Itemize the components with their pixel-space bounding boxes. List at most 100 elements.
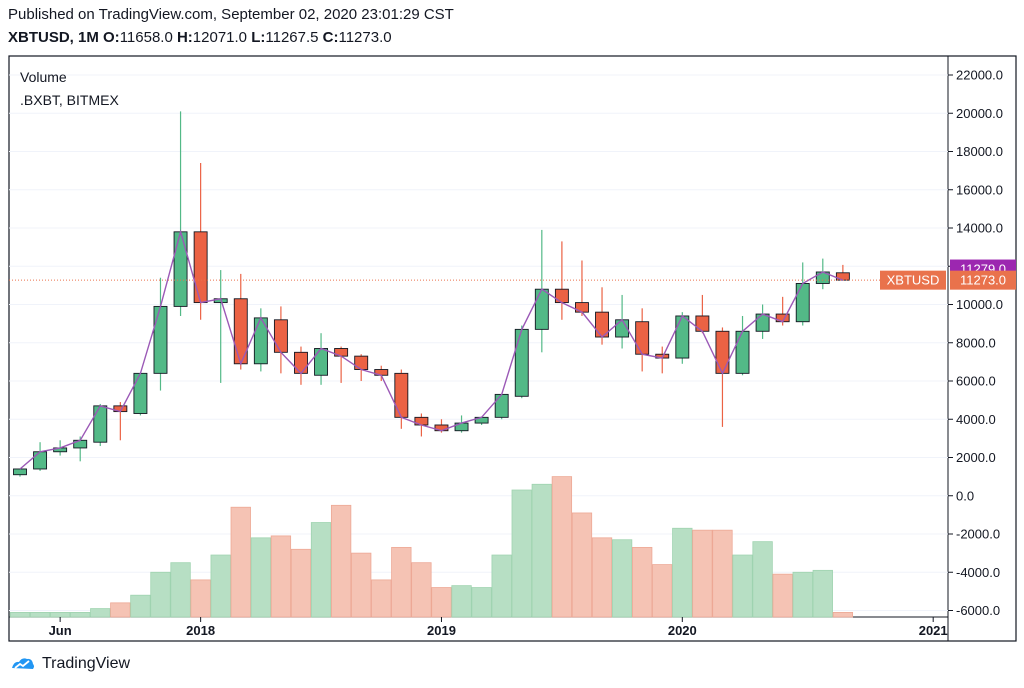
candle-body bbox=[13, 468, 27, 476]
candle-body bbox=[394, 372, 409, 418]
volume-bar bbox=[531, 483, 552, 618]
last-price-badge: XBTUSD 11273.0 bbox=[880, 270, 1016, 290]
volume-bar bbox=[411, 562, 432, 618]
volume-bar bbox=[9, 612, 31, 618]
volume-bar bbox=[29, 612, 51, 618]
price-tick-label: -6000.0 bbox=[956, 603, 1000, 618]
volume-bar bbox=[611, 539, 633, 618]
open-label: O: bbox=[103, 29, 120, 46]
candle-body bbox=[575, 302, 589, 313]
volume-bar bbox=[652, 564, 673, 618]
candle-body bbox=[755, 313, 770, 332]
candle-body bbox=[735, 330, 750, 374]
volume-bar bbox=[832, 612, 854, 618]
volume-bar bbox=[792, 571, 813, 618]
price-tick-label: -2000.0 bbox=[956, 527, 1000, 542]
volume-bar bbox=[752, 541, 773, 618]
volume-bar bbox=[591, 537, 613, 618]
candle-body bbox=[554, 288, 569, 304]
close-value: 11273.0 bbox=[338, 29, 392, 46]
volume-bar bbox=[310, 522, 332, 618]
volume-bar bbox=[772, 573, 793, 618]
candle-body bbox=[314, 348, 328, 376]
volume-bar bbox=[471, 587, 492, 618]
volume-bar bbox=[190, 579, 211, 618]
last-price-value-bg bbox=[950, 270, 1016, 290]
candle-body bbox=[795, 283, 810, 323]
candle-body bbox=[33, 451, 48, 470]
volume-bar bbox=[351, 552, 372, 618]
price-tick-label: 10000.0 bbox=[956, 297, 1003, 312]
time-tick-label: 2020 bbox=[668, 623, 697, 638]
legend-source: .BXBT, BITMEX bbox=[20, 92, 119, 108]
volume-bar bbox=[632, 546, 653, 618]
close-line bbox=[19, 229, 844, 470]
volume-bar bbox=[330, 504, 352, 618]
candle-body bbox=[715, 330, 730, 374]
candle-body bbox=[695, 315, 710, 332]
open-value: 11658.0 bbox=[119, 29, 173, 46]
volume-bar bbox=[571, 512, 593, 618]
candle-body bbox=[675, 315, 690, 359]
low-label: L: bbox=[251, 29, 266, 46]
candle-body bbox=[514, 328, 529, 397]
volume-bar bbox=[130, 594, 151, 618]
legend-volume: Volume bbox=[20, 69, 67, 85]
footer-brand-name: TradingView bbox=[42, 655, 131, 672]
price-tick-label: 4000.0 bbox=[956, 412, 996, 427]
price-tick-label: 2000.0 bbox=[956, 450, 996, 465]
volume-bars bbox=[9, 476, 854, 618]
price-tick-label: -4000.0 bbox=[956, 565, 1000, 580]
volume-bar bbox=[110, 602, 131, 618]
gridlines bbox=[9, 74, 948, 611]
candle-body bbox=[635, 321, 650, 355]
close-label: C: bbox=[322, 29, 339, 46]
footer-brand[interactable]: TradingView bbox=[10, 655, 130, 673]
volume-bar bbox=[90, 608, 111, 618]
candle-body bbox=[153, 305, 168, 374]
volume-bar bbox=[391, 546, 412, 618]
time-axis-ticks: Jun 2018 2019 2020 2021 bbox=[49, 617, 948, 638]
volume-bar bbox=[672, 527, 693, 618]
candle-body bbox=[494, 393, 509, 418]
last-price-symbol-bg bbox=[880, 270, 946, 290]
candle-body bbox=[354, 355, 369, 370]
low-value: 11267.5 bbox=[265, 29, 319, 46]
symbol-label: XBTUSD, 1M bbox=[8, 29, 99, 46]
volume-bar bbox=[70, 612, 91, 618]
volume-bar bbox=[170, 562, 191, 618]
price-tick-label: 20000.0 bbox=[956, 106, 1003, 121]
volume-bar bbox=[210, 554, 231, 618]
volume-bar bbox=[49, 612, 71, 618]
price-tick-label: 16000.0 bbox=[956, 182, 1003, 197]
chart-frame bbox=[8, 55, 1017, 642]
candle-body bbox=[173, 231, 188, 307]
high-value: 12071.0 bbox=[192, 29, 248, 46]
candle-body bbox=[273, 319, 288, 353]
time-tick-label: 2018 bbox=[186, 623, 215, 638]
candle-body bbox=[93, 405, 108, 443]
volume-bar bbox=[270, 535, 292, 618]
candle-body bbox=[193, 231, 208, 304]
volume-bar bbox=[371, 579, 392, 618]
volume-bar bbox=[451, 585, 472, 618]
volume-bar bbox=[250, 537, 271, 618]
published-line: Published on TradingView.com, September … bbox=[8, 6, 454, 23]
volume-bar bbox=[712, 529, 733, 618]
volume-bar bbox=[290, 548, 312, 618]
price-tick-label: 14000.0 bbox=[956, 221, 1003, 236]
price-tick-label: 8000.0 bbox=[956, 335, 996, 350]
volume-bar bbox=[692, 529, 713, 618]
volume-bar bbox=[812, 569, 833, 618]
volume-bar bbox=[551, 476, 573, 618]
last-price-symbol: XBTUSD bbox=[887, 273, 940, 288]
price-tick-label: 22000.0 bbox=[956, 68, 1003, 83]
candle-body bbox=[294, 351, 308, 374]
time-tick-label: Jun bbox=[49, 623, 72, 638]
candlesticks bbox=[13, 111, 850, 477]
candle-body bbox=[133, 372, 148, 414]
time-tick-label: 2019 bbox=[427, 623, 456, 638]
volume-bar bbox=[491, 554, 512, 618]
price-tick-label: 0.0 bbox=[956, 488, 974, 503]
